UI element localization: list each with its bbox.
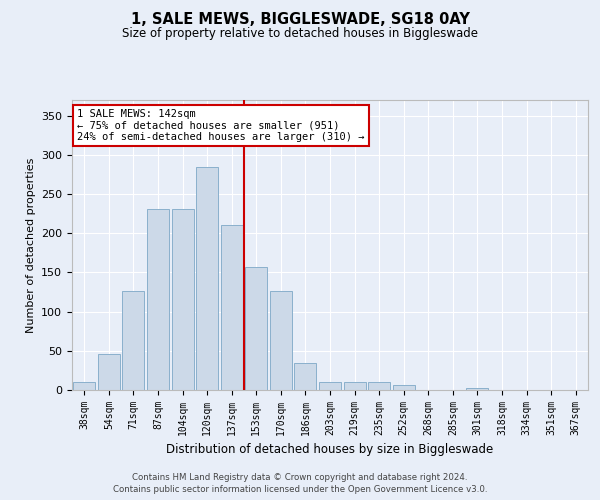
- Bar: [368, 382, 390, 390]
- Bar: [270, 291, 292, 390]
- Text: Contains public sector information licensed under the Open Government Licence v3: Contains public sector information licen…: [113, 485, 487, 494]
- Bar: [172, 209, 194, 390]
- Text: 1, SALE MEWS, BIGGLESWADE, SG18 0AY: 1, SALE MEWS, BIGGLESWADE, SG18 0AY: [131, 12, 469, 28]
- Bar: [73, 382, 95, 390]
- Text: Distribution of detached houses by size in Biggleswade: Distribution of detached houses by size …: [166, 442, 494, 456]
- Bar: [221, 226, 243, 390]
- Bar: [319, 382, 341, 390]
- Text: 1 SALE MEWS: 142sqm
← 75% of detached houses are smaller (951)
24% of semi-detac: 1 SALE MEWS: 142sqm ← 75% of detached ho…: [77, 108, 365, 142]
- Bar: [466, 388, 488, 390]
- Text: Contains HM Land Registry data © Crown copyright and database right 2024.: Contains HM Land Registry data © Crown c…: [132, 472, 468, 482]
- Bar: [98, 354, 120, 390]
- Bar: [344, 382, 365, 390]
- Bar: [295, 362, 316, 390]
- Bar: [245, 267, 268, 390]
- Text: Size of property relative to detached houses in Biggleswade: Size of property relative to detached ho…: [122, 28, 478, 40]
- Bar: [147, 209, 169, 390]
- Bar: [122, 291, 145, 390]
- Bar: [392, 384, 415, 390]
- Y-axis label: Number of detached properties: Number of detached properties: [26, 158, 35, 332]
- Bar: [196, 168, 218, 390]
